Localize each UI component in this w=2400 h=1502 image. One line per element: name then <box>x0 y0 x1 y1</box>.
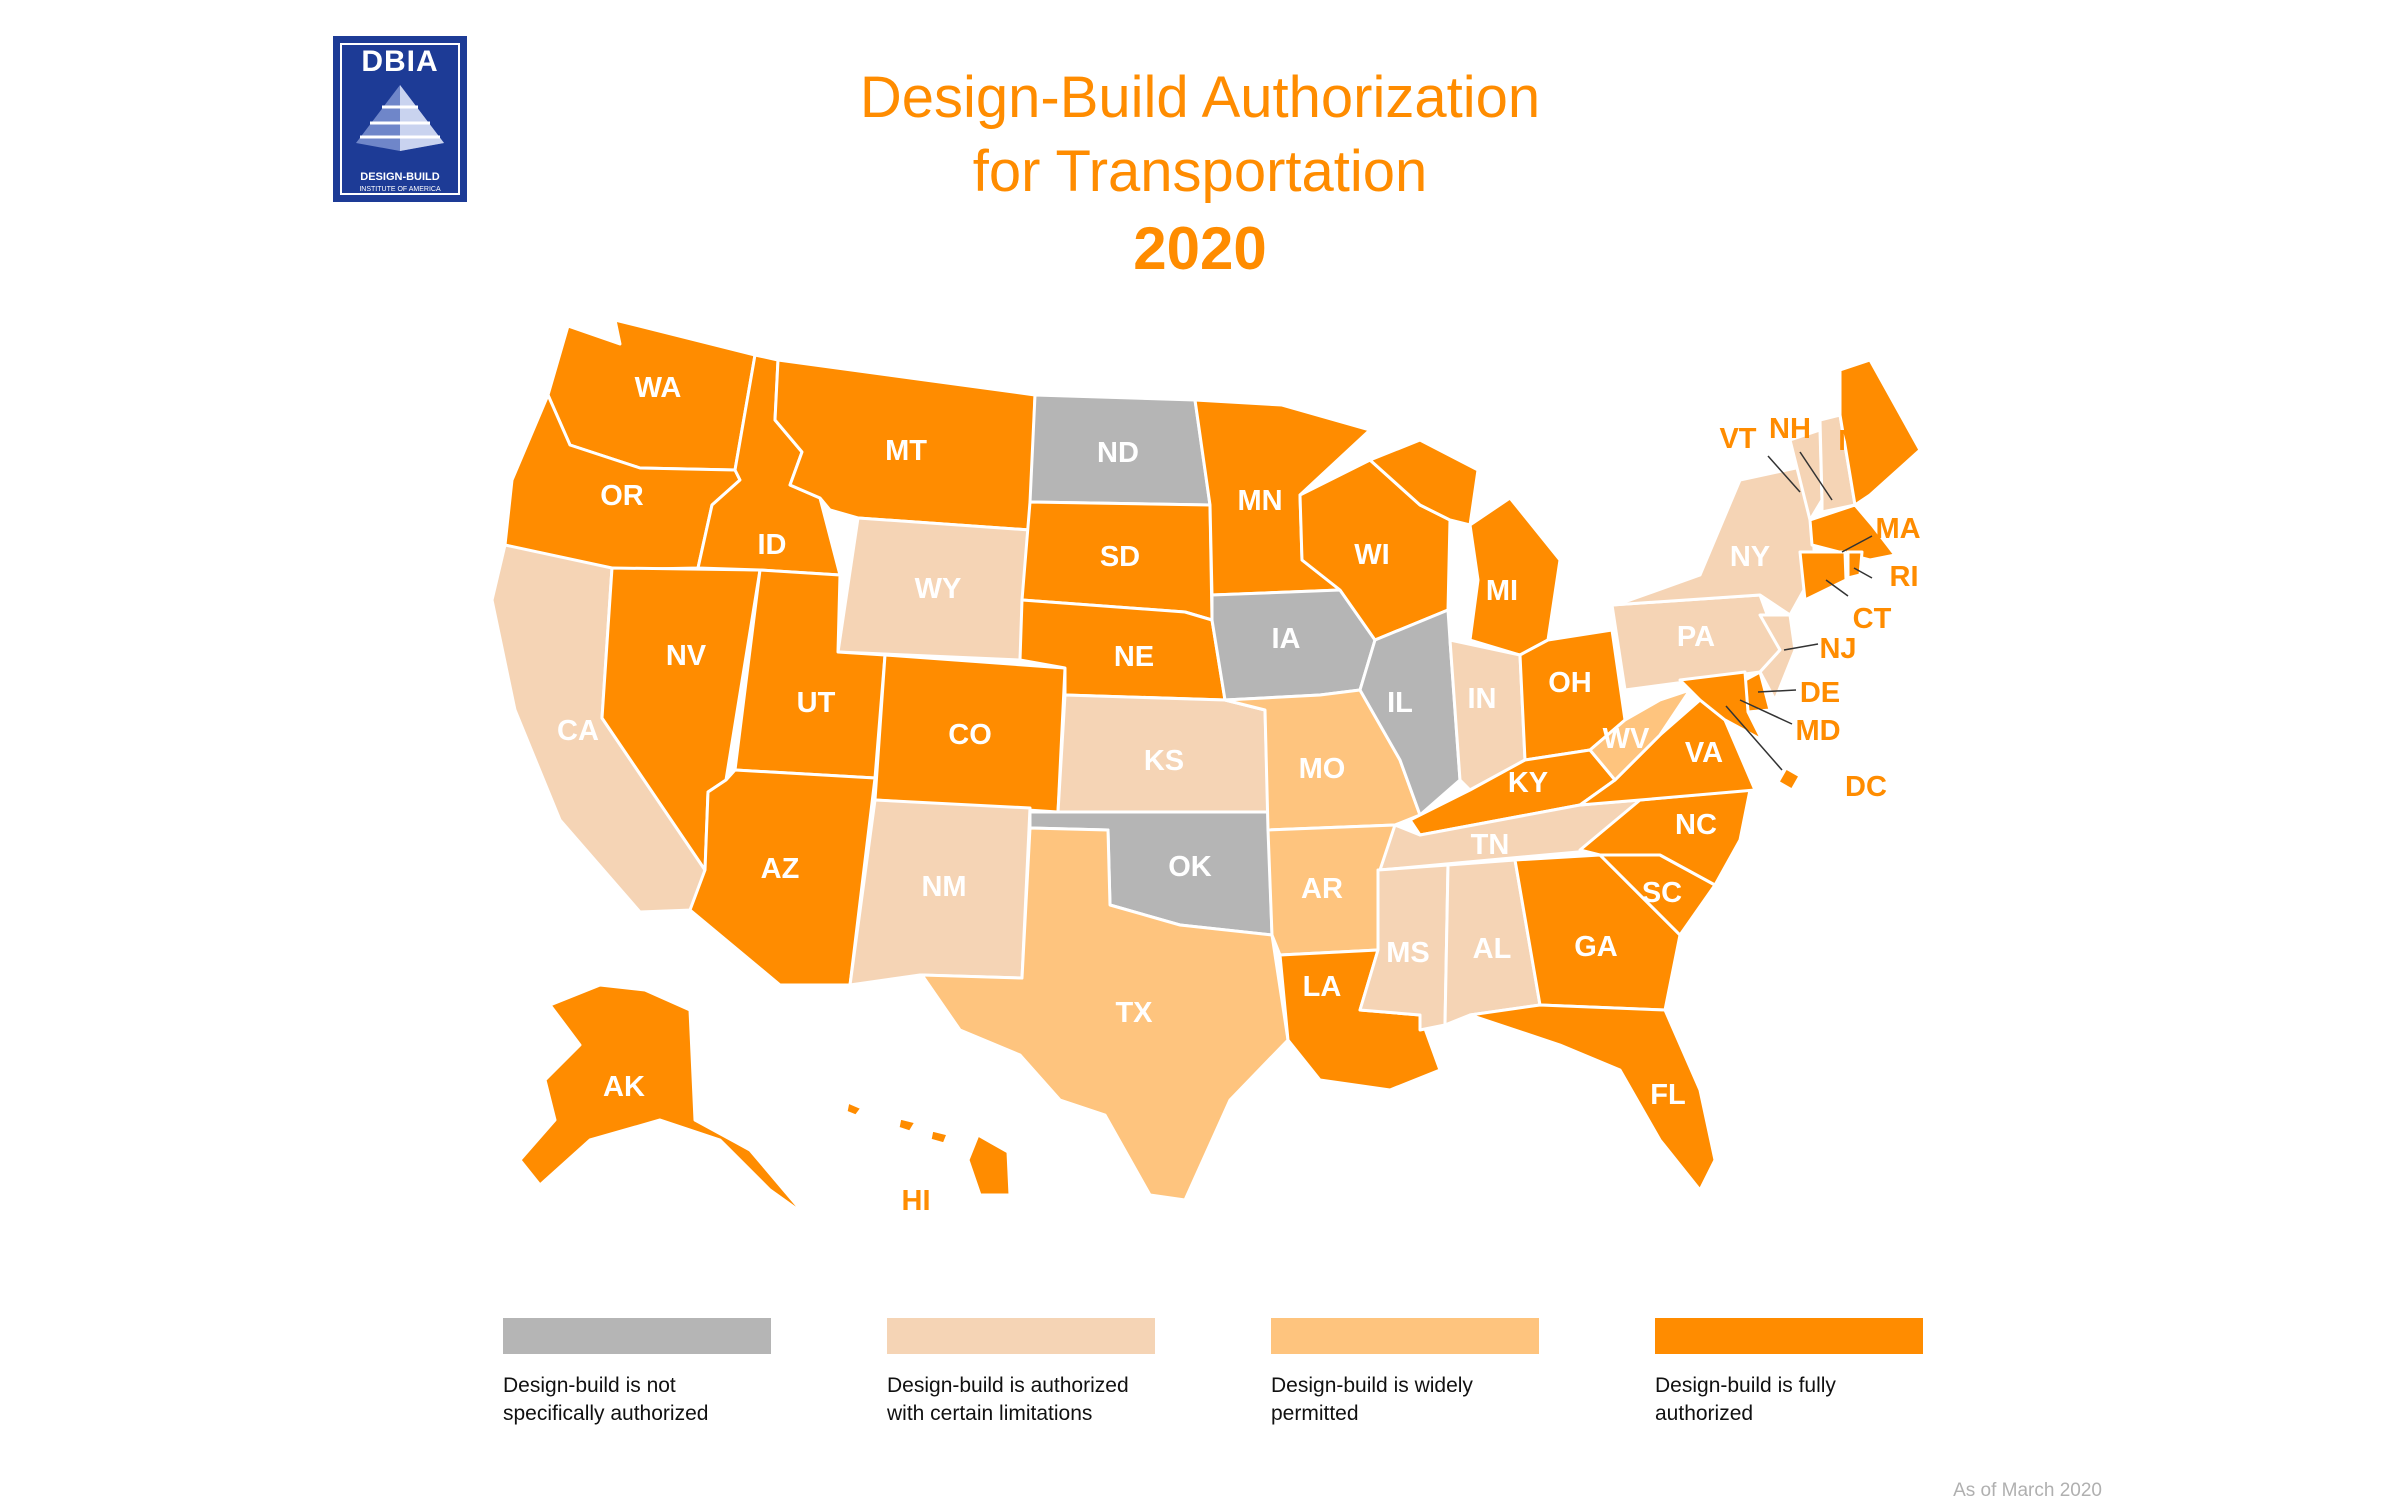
label-tx: TX <box>1115 997 1153 1029</box>
legend-label-fully-authorized-line1: Design-build is fully <box>1655 1374 1836 1397</box>
label-ms: MS <box>1386 937 1430 969</box>
label-mn: MN <box>1237 485 1282 517</box>
label-ak: AK <box>603 1071 645 1103</box>
label-nj: NJ <box>1819 633 1856 665</box>
dbia-logo: DBIA DESIGN-BUILD INSTITUTE OF AMERICA <box>333 36 467 202</box>
label-pa: PA <box>1677 621 1715 653</box>
label-wa: WA <box>635 372 682 404</box>
label-in: IN <box>1468 683 1497 715</box>
label-oh: OH <box>1548 667 1592 699</box>
label-me: ME <box>1838 425 1882 457</box>
label-ok: OK <box>1168 851 1212 883</box>
label-ma: MA <box>1875 513 1920 545</box>
label-nv: NV <box>666 640 707 672</box>
state-tx[interactable] <box>920 826 1290 1202</box>
legend-item-limited: Design-build is authorized with certain … <box>887 1318 1155 1428</box>
label-md: MD <box>1795 715 1840 747</box>
label-ut: UT <box>797 687 836 719</box>
legend-swatch-widely-permitted <box>1271 1318 1539 1354</box>
label-dc: DC <box>1845 771 1887 803</box>
legend-label-not-authorized-line2: specifically authorized <box>503 1402 709 1425</box>
label-ny: NY <box>1730 541 1770 573</box>
state-il[interactable] <box>1358 608 1462 817</box>
pyramid-icon <box>356 85 444 151</box>
label-al: AL <box>1473 933 1512 965</box>
label-ct: CT <box>1853 603 1892 635</box>
label-co: CO <box>948 719 992 751</box>
map-year: 2020 <box>1133 215 1267 282</box>
label-vt: VT <box>1719 423 1756 455</box>
state-dc[interactable] <box>1776 766 1802 792</box>
label-hi: HI <box>902 1185 931 1217</box>
legend-item-widely-permitted: Design-build is widely permitted <box>1271 1318 1539 1428</box>
label-mi: MI <box>1486 575 1518 607</box>
label-nc: NC <box>1675 809 1717 841</box>
legend-label-not-authorized-line1: Design-build is not <box>503 1374 676 1397</box>
label-ri: RI <box>1890 561 1919 593</box>
legend-swatch-limited <box>887 1318 1155 1354</box>
label-id: ID <box>758 529 787 561</box>
legend-item-not-authorized: Design-build is not specifically authori… <box>503 1318 771 1428</box>
label-la: LA <box>1303 971 1342 1003</box>
label-sc: SC <box>1642 877 1682 909</box>
outside-labels: VT NH ME MA RI CT NJ DE MD DC HI <box>902 413 1921 1217</box>
label-nd: ND <box>1097 437 1139 469</box>
legend-label-fully-authorized-line2: authorized <box>1655 1402 1754 1425</box>
label-ca: CA <box>557 715 599 747</box>
label-mo: MO <box>1299 753 1346 785</box>
label-or: OR <box>600 480 644 512</box>
label-de: DE <box>1800 677 1840 709</box>
label-ga: GA <box>1574 931 1618 963</box>
label-mt: MT <box>885 435 927 467</box>
label-va: VA <box>1685 737 1723 769</box>
state-az[interactable] <box>688 768 877 987</box>
state-hi[interactable] <box>966 1133 1012 1197</box>
state-hi-islands[interactable] <box>844 1100 950 1146</box>
label-ky: KY <box>1508 767 1548 799</box>
state-ri[interactable] <box>1846 550 1864 580</box>
legend-swatch-not-authorized <box>503 1318 771 1354</box>
state-nh[interactable] <box>1818 413 1857 514</box>
state-labels: WA OR CA NV ID MT WY UT CO AZ NM ND SD N… <box>557 372 1770 1111</box>
logo-subtitle: INSTITUTE OF AMERICA <box>359 186 441 193</box>
label-wy: WY <box>915 573 962 605</box>
label-nm: NM <box>921 871 966 903</box>
state-ny[interactable] <box>1610 463 1817 617</box>
state-ak[interactable] <box>518 983 807 1217</box>
label-ar: AR <box>1301 873 1343 905</box>
state-ma[interactable] <box>1808 503 1897 562</box>
legend-swatch-fully-authorized <box>1655 1318 1923 1354</box>
label-nh: NH <box>1769 413 1811 445</box>
state-nj[interactable] <box>1758 613 1797 702</box>
label-az: AZ <box>761 853 800 885</box>
map-title-line-2: for Transportation <box>972 139 1428 204</box>
state-ct[interactable] <box>1798 550 1848 602</box>
legend-label-widely-permitted-line1: Design-build is widely <box>1271 1374 1473 1397</box>
legend-label-limited-line1: Design-build is authorized <box>887 1374 1129 1397</box>
label-ia: IA <box>1272 623 1301 655</box>
map-title-line-1: Design-Build Authorization <box>859 65 1541 130</box>
label-sd: SD <box>1100 541 1140 573</box>
logo-abbr: DBIA <box>361 45 439 78</box>
logo-name: DESIGN-BUILD <box>360 171 440 183</box>
state-mi-upper[interactable] <box>1368 438 1480 527</box>
state-fl[interactable] <box>1468 1003 1717 1192</box>
logo-frame <box>340 43 460 195</box>
label-wv: WV <box>1603 723 1650 755</box>
legend-item-fully-authorized: Design-build is fully authorized <box>1655 1318 1923 1428</box>
leader-lines <box>1725 451 1873 771</box>
label-wi: WI <box>1354 539 1389 571</box>
label-fl: FL <box>1650 1079 1685 1111</box>
label-ks: KS <box>1144 745 1184 777</box>
label-ne: NE <box>1114 641 1154 673</box>
label-il: IL <box>1387 687 1413 719</box>
footnote: As of March 2020 <box>1953 1480 2102 1501</box>
legend-label-widely-permitted-line2: permitted <box>1271 1402 1359 1425</box>
legend-label-limited-line2: with certain limitations <box>887 1402 1093 1425</box>
label-tn: TN <box>1471 829 1510 861</box>
